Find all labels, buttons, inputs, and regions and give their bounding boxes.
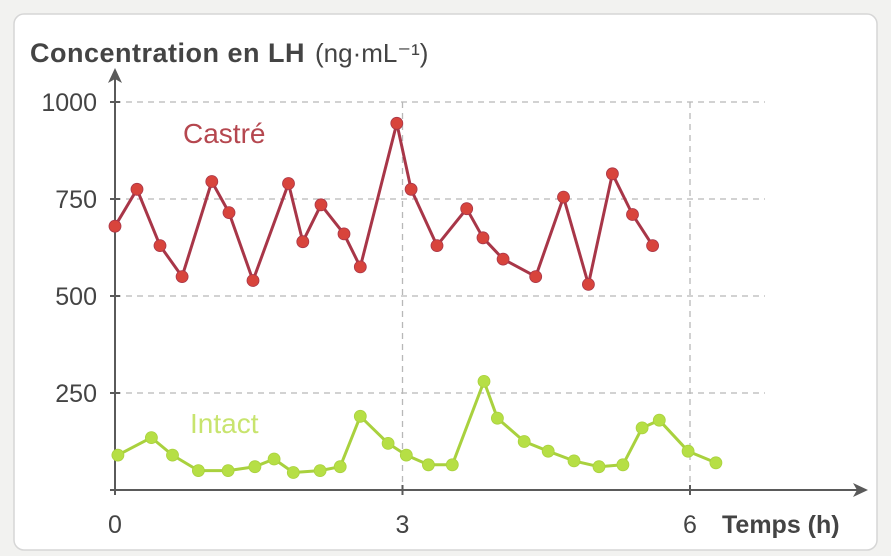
- castre-point: [460, 202, 474, 216]
- castre-point: [496, 252, 510, 266]
- castre-point: [337, 227, 351, 241]
- axes: [108, 68, 868, 497]
- y-axis-label-text: Concentration en LH: [30, 38, 305, 68]
- castre-point: [606, 167, 619, 181]
- x-tick-label: 6: [683, 511, 697, 539]
- castre-point: [646, 239, 659, 253]
- grid: [115, 101, 765, 490]
- intact-point: [166, 448, 179, 462]
- intact-point: [517, 435, 531, 448]
- intact-point: [286, 466, 300, 479]
- y-axis-unit: (ng·mL⁻¹): [315, 38, 428, 68]
- x-axis-label: Temps (h): [722, 511, 840, 539]
- series-label-intact: Intact: [190, 408, 259, 439]
- intact-point: [333, 460, 347, 474]
- x-axis-arrow: [853, 483, 868, 497]
- intact-point: [709, 456, 723, 470]
- x-tick-label: 3: [396, 511, 410, 539]
- intact-point: [490, 411, 504, 425]
- intact-point: [681, 444, 695, 458]
- castre-point: [626, 208, 639, 221]
- castre-point: [205, 175, 219, 188]
- series-line-castre: [113, 121, 655, 286]
- castre-point: [108, 219, 122, 233]
- castre-point: [130, 182, 144, 196]
- castre-point: [404, 182, 418, 196]
- castre-point: [430, 239, 444, 253]
- intact-point: [353, 409, 367, 423]
- y-tick-label: 500: [55, 283, 97, 311]
- castre-point: [529, 270, 543, 284]
- castre-point: [222, 206, 236, 220]
- y-axis-label: Concentration en LH (ng·mL⁻¹): [30, 38, 428, 68]
- intact-point: [248, 460, 262, 474]
- intact-point: [399, 448, 413, 462]
- intact-point: [477, 374, 491, 388]
- y-tick-label: 750: [55, 186, 97, 214]
- intact-point: [111, 448, 125, 462]
- intact-point: [616, 458, 630, 472]
- intact-point: [381, 436, 395, 450]
- intact-point: [652, 413, 666, 427]
- intact-point: [313, 464, 327, 478]
- castre-point: [353, 260, 367, 274]
- castre-point: [282, 177, 295, 190]
- intact-point: [541, 444, 555, 458]
- y-tick-label: 250: [55, 380, 97, 408]
- intact-point: [592, 460, 606, 474]
- castre-point: [557, 190, 570, 204]
- series-group: [108, 116, 723, 479]
- chart-frame: [13, 13, 878, 551]
- intact-point: [421, 458, 435, 472]
- castre-point: [390, 116, 404, 130]
- intact-point: [221, 464, 235, 478]
- castre-point: [314, 198, 328, 212]
- ticks: 250 500 750 1000 0 3 6: [41, 89, 697, 539]
- castre-point: [246, 274, 260, 287]
- intact-point: [635, 421, 649, 435]
- x-tick-label: 0: [108, 511, 122, 539]
- castre-point: [582, 277, 595, 291]
- intact-point: [445, 458, 459, 472]
- castre-point: [296, 235, 310, 249]
- castre-point: [476, 231, 490, 245]
- intact-point: [267, 452, 281, 466]
- y-tick-label: 1000: [41, 89, 97, 117]
- castre-point: [175, 270, 189, 284]
- y-axis-arrow: [108, 68, 122, 83]
- series-label-castre: Castré: [183, 118, 265, 149]
- castre-point: [153, 239, 167, 253]
- intact-point: [144, 431, 158, 445]
- intact-point: [191, 464, 205, 478]
- intact-point: [567, 454, 581, 468]
